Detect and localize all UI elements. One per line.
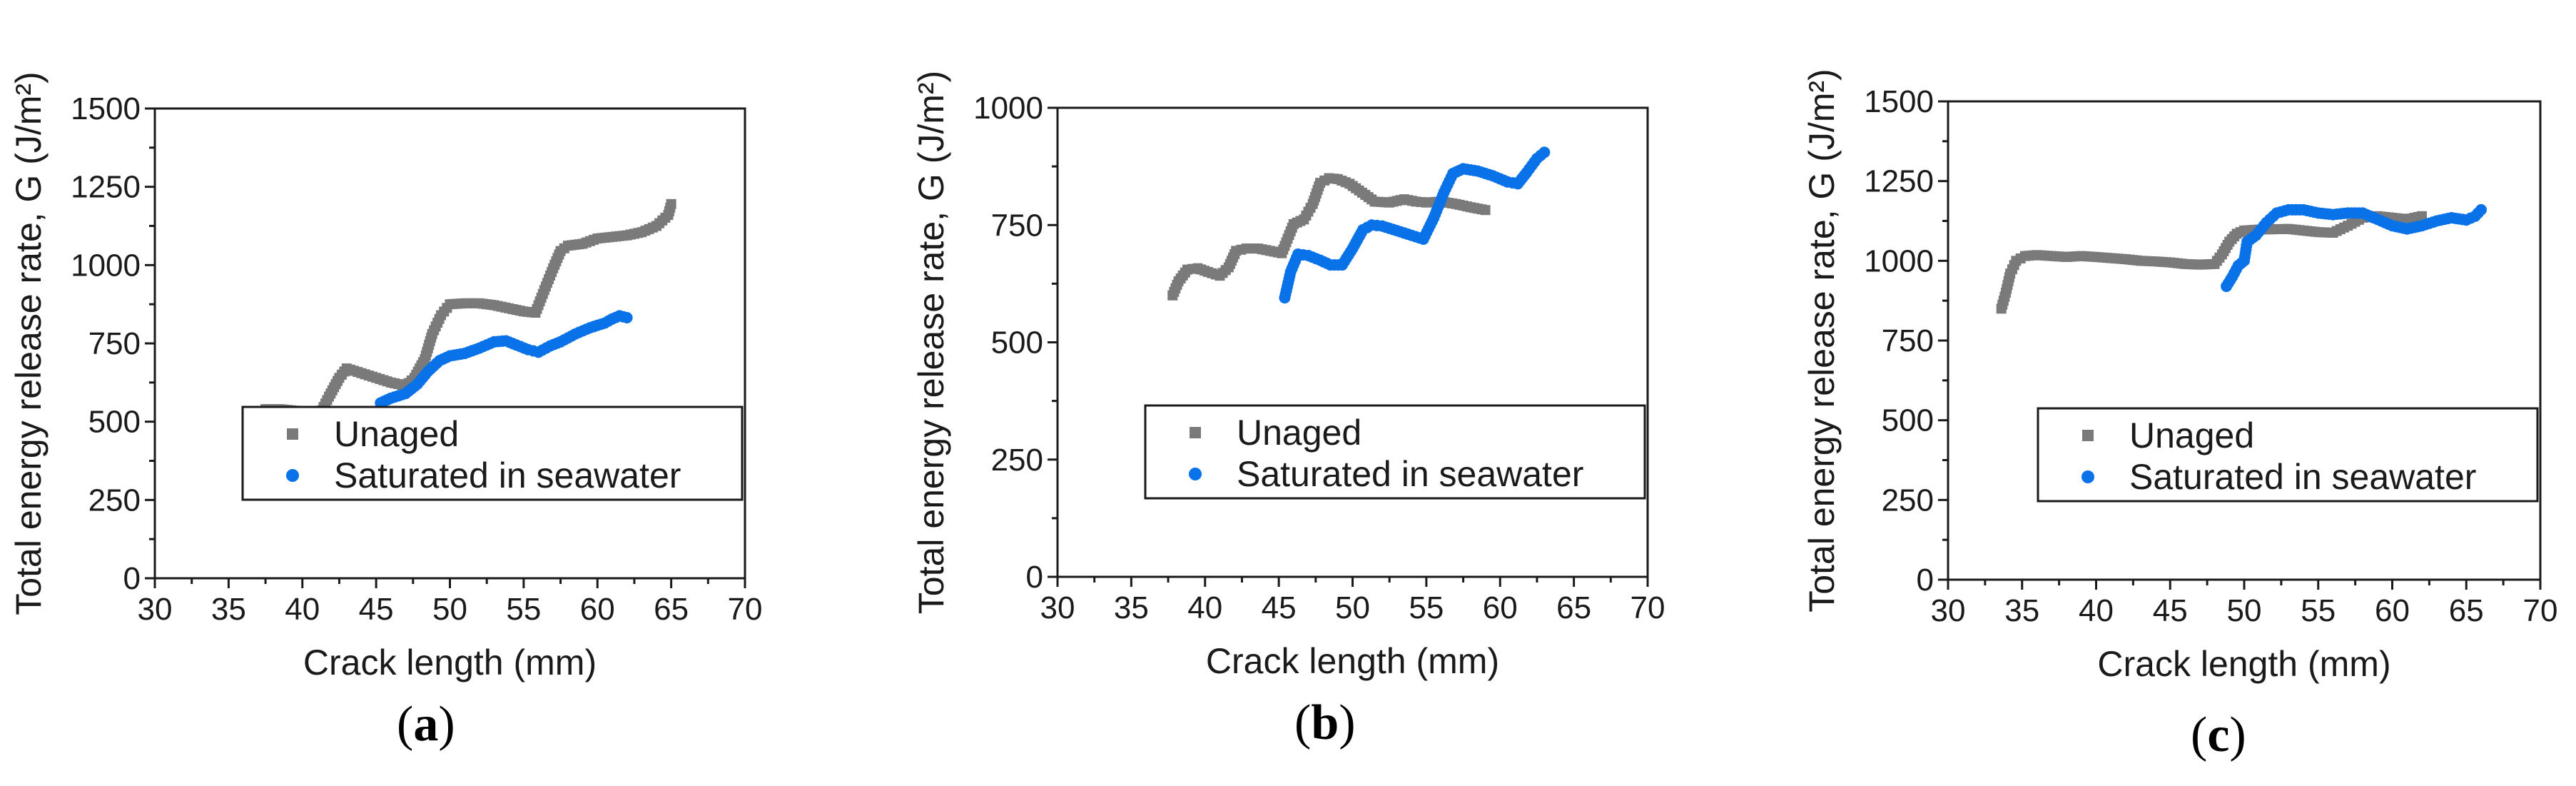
series-saturated-a xyxy=(375,310,633,409)
y-axis-title-a: Total energy release rate, G (J/m²) xyxy=(9,71,49,615)
legend-box xyxy=(2037,407,2539,503)
legend-marker-saturated xyxy=(1189,468,1202,480)
legend-marker-unaged xyxy=(287,428,298,440)
y-tick-label: 1250 xyxy=(71,170,141,205)
legend-label: Unaged xyxy=(334,414,459,454)
y-tick-label: 0 xyxy=(1917,563,1934,598)
data-point xyxy=(2475,203,2487,216)
y-tick-label: 1000 xyxy=(1864,243,1934,278)
panel-caption-b: (b) xyxy=(1294,695,1356,750)
x-tick-label: 70 xyxy=(1631,590,1665,625)
y-tick-label: 1000 xyxy=(973,91,1043,126)
x-tick-label: 50 xyxy=(2227,593,2262,628)
series-saturated-b xyxy=(1279,146,1551,304)
data-point xyxy=(2417,211,2427,221)
y-tick-label: 1250 xyxy=(1864,164,1934,199)
x-tick-label: 40 xyxy=(2079,593,2114,628)
panel-c: 30 35 40 45 50 55 60 65 70 0 250 500 750 1000 1250 1500… xyxy=(1798,0,2576,786)
y-tick-label: 250 xyxy=(1882,483,1934,518)
x-tick-label: 65 xyxy=(654,592,689,627)
legend-label: Unaged xyxy=(2129,415,2254,455)
x-tick-label: 60 xyxy=(580,592,615,627)
y-tick-label: 0 xyxy=(1026,560,1043,595)
x-tick-label: 35 xyxy=(1114,590,1149,625)
x-tick-label: 60 xyxy=(1483,590,1518,625)
legend-label: Saturated in seawater xyxy=(2129,457,2476,497)
data-point xyxy=(1538,146,1551,158)
x-axis-title-b: Crack length (mm) xyxy=(1206,641,1499,681)
x-tick-label: 70 xyxy=(728,592,763,627)
x-tick-label: 50 xyxy=(432,592,467,627)
x-tick-label: 55 xyxy=(506,592,541,627)
panel-a: 30 35 40 45 50 55 60 65 70 0 250 500 750 1000 1250 1500… xyxy=(0,0,764,786)
panel-caption-c: (c) xyxy=(2191,707,2246,762)
x-axis-title-c: Crack length (mm) xyxy=(2097,644,2390,684)
y-tick-label: 750 xyxy=(991,208,1043,243)
x-tick-label: 55 xyxy=(1409,590,1444,625)
chart-a: 30 35 40 45 50 55 60 65 70 0 250 500 750 1000 1250 1500… xyxy=(9,71,763,682)
series-unaged-b xyxy=(1167,173,1491,301)
y-tick-label: 1000 xyxy=(71,248,141,283)
y-tick-label: 750 xyxy=(88,326,141,361)
x-tick-label: 30 xyxy=(1931,593,1966,628)
legend-label: Saturated in seawater xyxy=(1237,454,1583,494)
legend-box xyxy=(241,405,744,501)
x-tick-label: 65 xyxy=(2449,593,2484,628)
x-tick-label: 45 xyxy=(359,592,394,627)
legend-label: Unaged xyxy=(1237,413,1361,453)
x-tick-label: 65 xyxy=(1556,590,1591,625)
legend-marker-saturated xyxy=(2081,470,2094,483)
x-tick-label: 55 xyxy=(2301,593,2336,628)
y-tick-label: 500 xyxy=(1882,403,1934,438)
y-tick-label: 1500 xyxy=(71,91,141,126)
x-tick-label: 60 xyxy=(2375,593,2410,628)
x-tick-label: 70 xyxy=(2523,593,2558,628)
legend-label: Saturated in seawater xyxy=(334,455,681,495)
panel-b: 30 35 40 45 50 55 60 65 70 0 250 500 750 1000 Crack le… xyxy=(899,0,1684,786)
chart-c: 30 35 40 45 50 55 60 65 70 0 250 500 750 1000 1250 1500… xyxy=(1802,69,2558,684)
x-tick-label: 40 xyxy=(1187,590,1222,625)
plot-frame-c xyxy=(1947,100,2542,581)
y-tick-label: 1500 xyxy=(1864,84,1934,119)
legend-marker-unaged xyxy=(2082,430,2094,441)
legend-marker-saturated xyxy=(286,469,299,482)
y-axis-title-b: Total energy release rate, G (J/m²) xyxy=(911,71,951,614)
series-unaged-c xyxy=(1996,211,2427,314)
panel-caption-a: (a) xyxy=(397,697,455,752)
y-tick-label: 500 xyxy=(991,326,1043,361)
x-axis-title-a: Crack length (mm) xyxy=(303,643,597,682)
plot-frame-a xyxy=(153,107,746,580)
legend-box xyxy=(1144,404,1646,500)
y-tick-label: 250 xyxy=(991,443,1043,478)
y-tick-label: 500 xyxy=(88,405,141,440)
y-tick-label: 0 xyxy=(123,561,141,596)
data-point xyxy=(621,312,633,324)
x-tick-label: 50 xyxy=(1335,590,1370,625)
y-tick-label: 750 xyxy=(1882,323,1934,358)
x-tick-label: 30 xyxy=(1040,590,1075,625)
x-tick-label: 45 xyxy=(1262,590,1297,625)
y-tick-label: 250 xyxy=(88,483,141,518)
x-tick-label: 35 xyxy=(211,592,246,627)
y-axis-title-c: Total energy release rate, G (J/m²) xyxy=(1802,69,1842,612)
series-unaged-a xyxy=(253,198,676,424)
x-tick-label: 30 xyxy=(138,592,173,627)
series-saturated-c xyxy=(2221,203,2487,293)
x-tick-label: 40 xyxy=(285,592,320,627)
chart-b: 30 35 40 45 50 55 60 65 70 0 250 500 750 1000 Crack le… xyxy=(911,71,1665,681)
legend-marker-unaged xyxy=(1190,427,1201,438)
data-point xyxy=(666,198,676,209)
x-tick-label: 45 xyxy=(2153,593,2188,628)
data-point xyxy=(1480,205,1491,216)
x-tick-label: 35 xyxy=(2004,593,2039,628)
plot-frame-b xyxy=(1056,106,1649,578)
